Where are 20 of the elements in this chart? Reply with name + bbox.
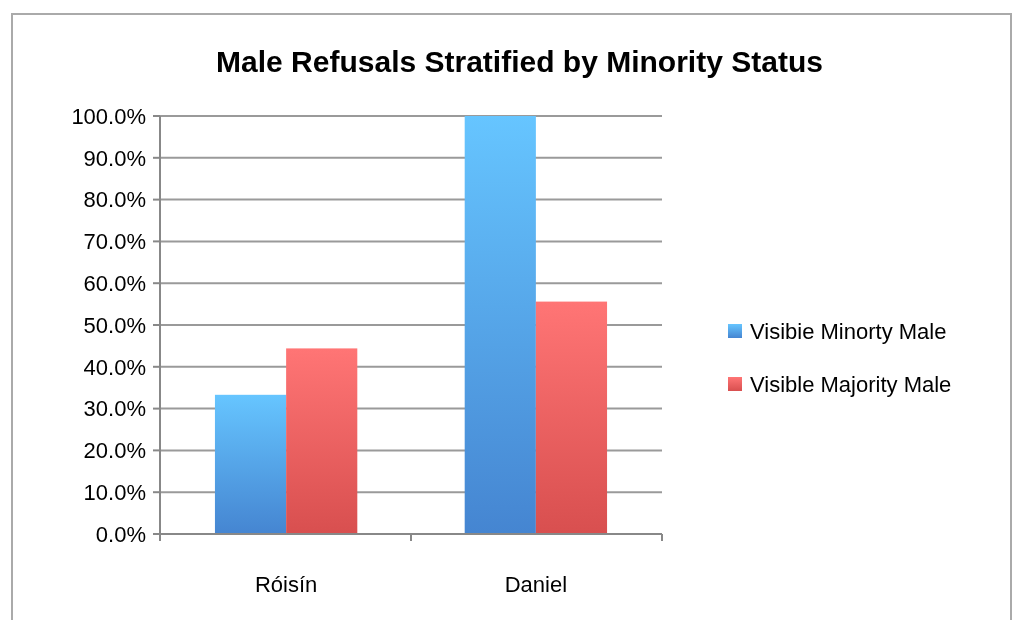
y-tick-label: 30.0% [83,396,146,422]
bar [214,394,287,534]
legend-label: Visible Majority Male [750,371,952,397]
bar [464,116,536,534]
x-tick-label: Daniel [504,572,568,597]
y-tick-label: 50.0% [83,312,146,338]
bar [535,301,608,534]
y-tick-label: 40.0% [83,354,146,380]
y-tick-label: 0.0% [95,521,146,547]
y-tick-label: 80.0% [83,187,146,213]
y-tick-label: 20.0% [83,438,146,464]
y-tick-label: 60.0% [83,270,146,296]
legend-label: Visibie Minorty Male [750,318,947,344]
y-tick-label: 70.0% [83,229,146,255]
y-tick-label: 100.0% [71,103,146,129]
y-tick-label: 10.0% [83,479,146,505]
chart-title: Male Refusals Stratified by Minority Status [216,45,823,78]
bar [286,348,358,534]
y-tick-label: 90.0% [83,145,146,171]
x-tick-label: Róisín [254,572,318,597]
